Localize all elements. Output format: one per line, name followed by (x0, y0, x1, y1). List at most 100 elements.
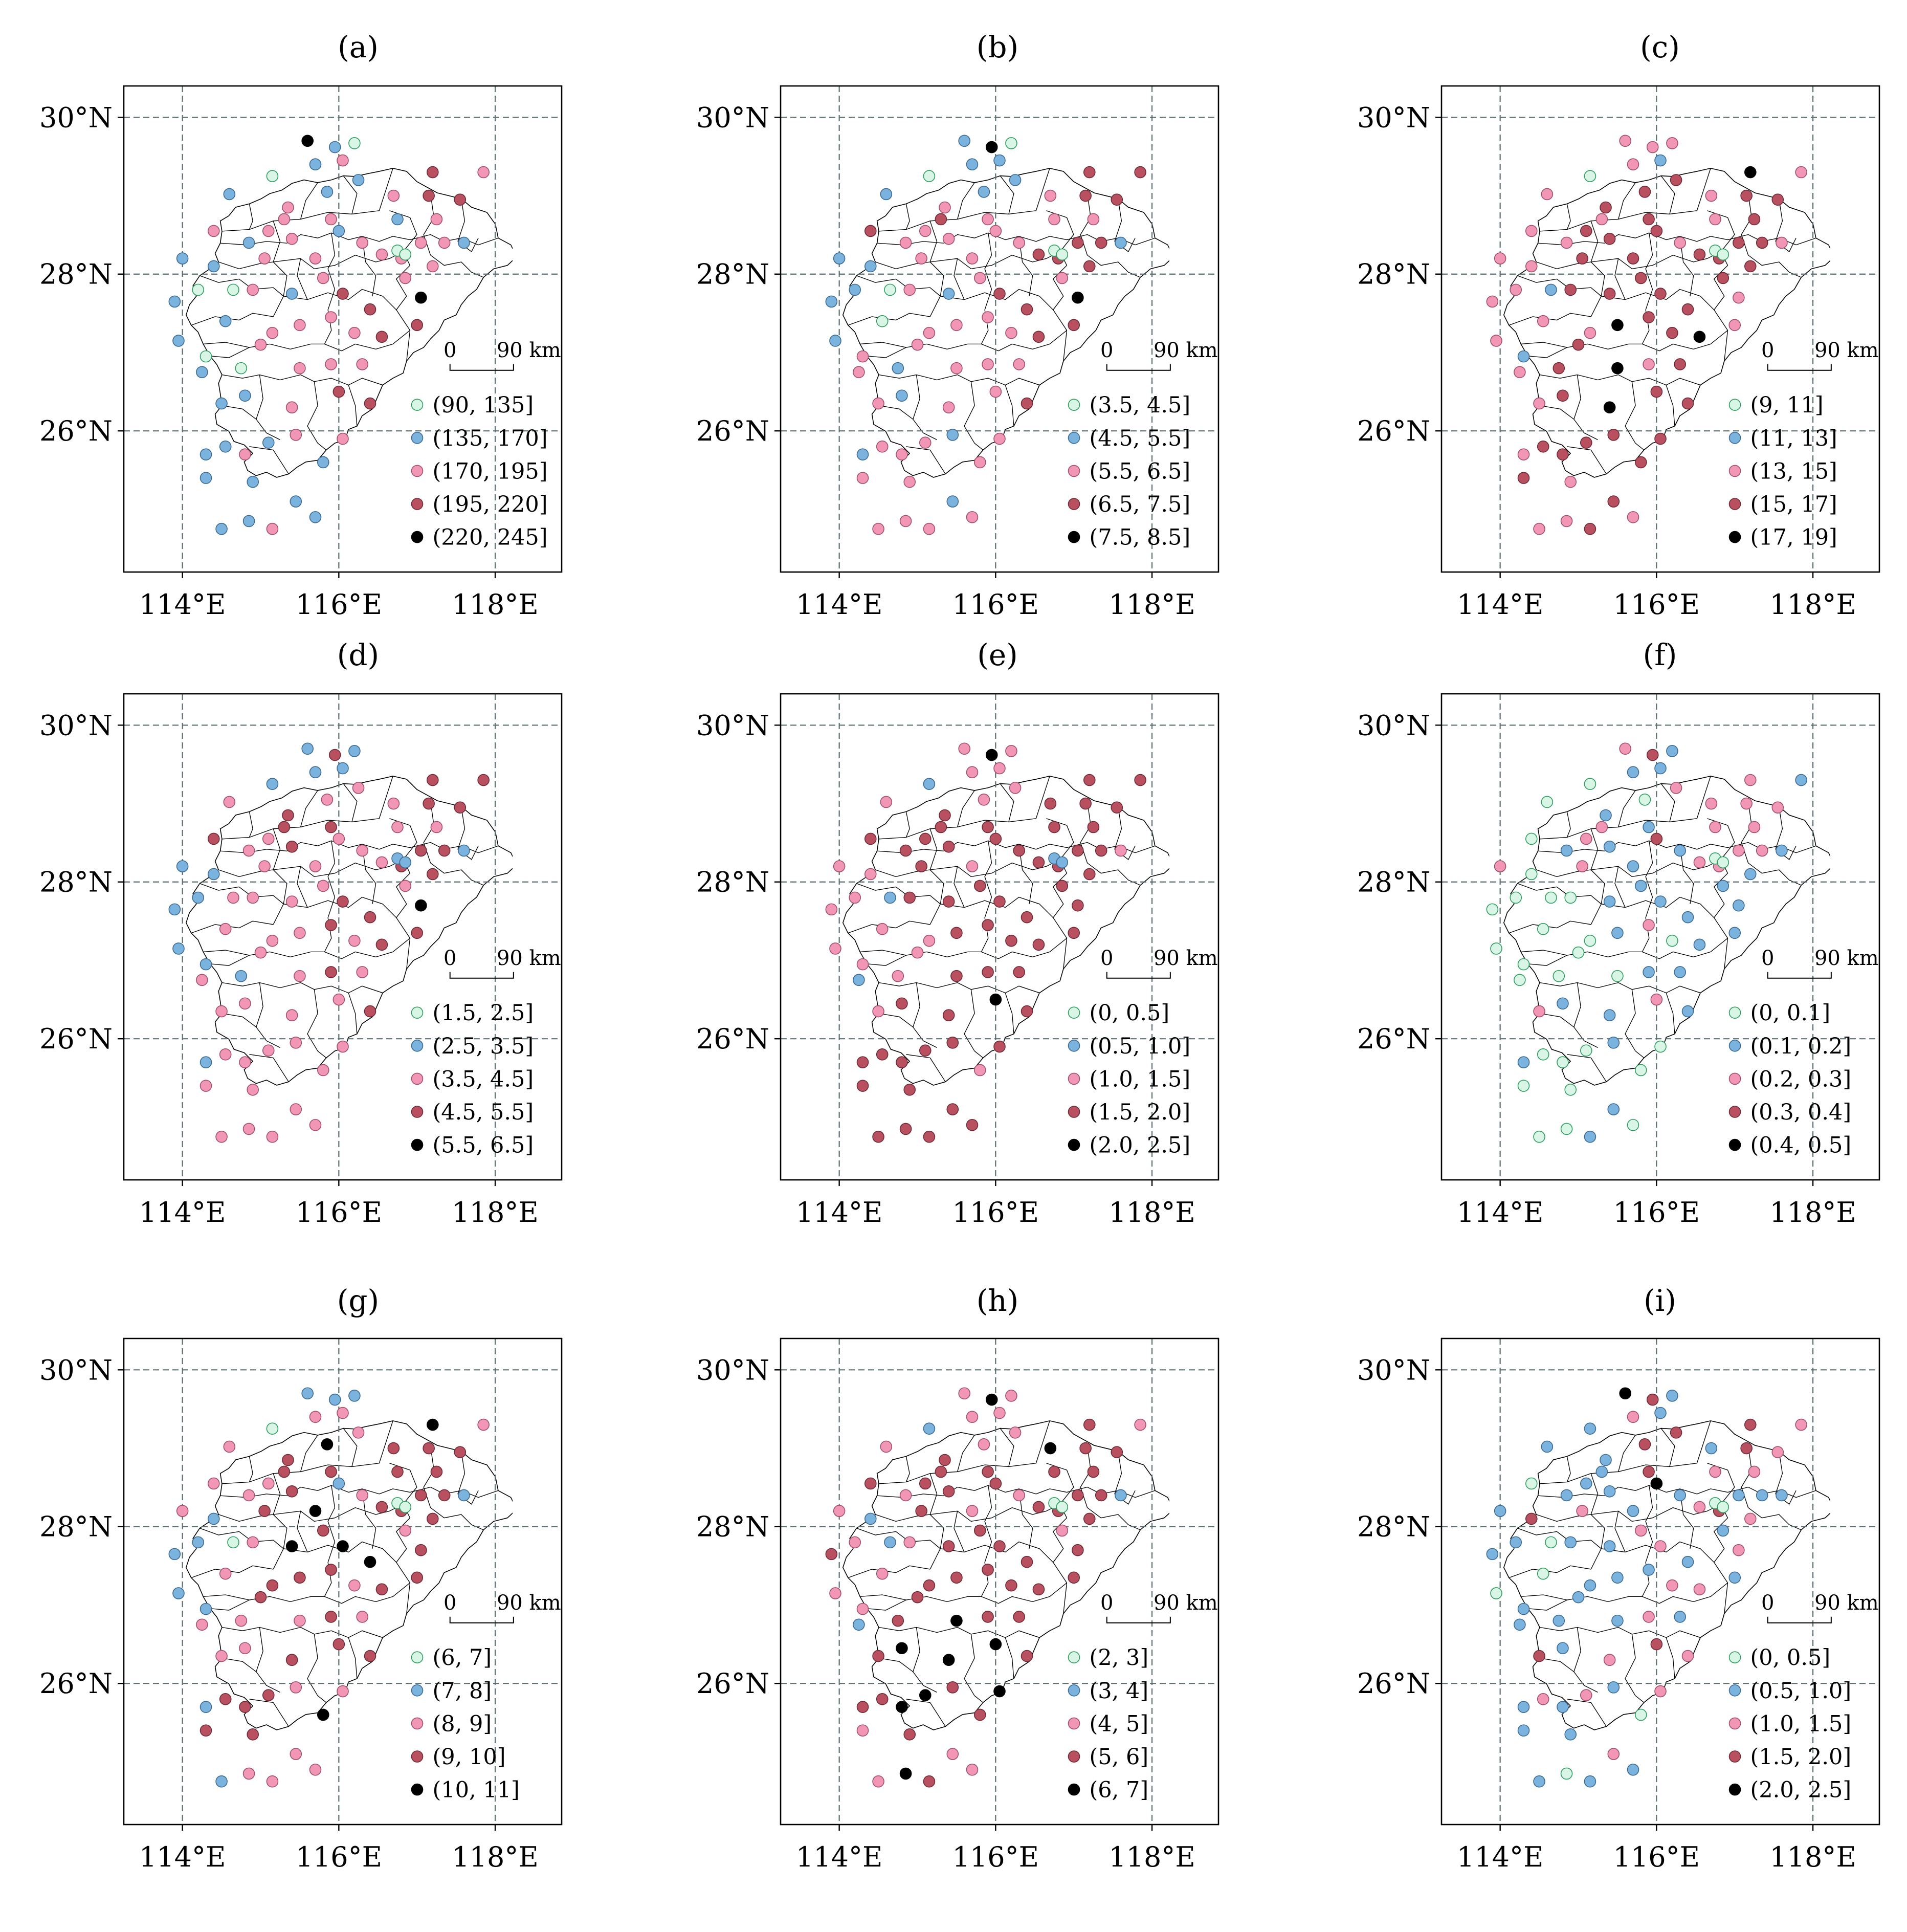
station-point (242, 1767, 255, 1780)
station-point (235, 362, 248, 375)
station-point (1681, 1005, 1694, 1018)
station-point (1627, 1763, 1639, 1776)
station-point (1611, 362, 1624, 375)
station-point (352, 782, 365, 794)
station-point (1643, 1465, 1655, 1478)
station-point (242, 1123, 255, 1135)
station-point (896, 1642, 908, 1655)
station-point (1740, 797, 1753, 810)
station-point (328, 1393, 341, 1406)
station-point (1638, 186, 1651, 198)
station-point (1005, 1579, 1017, 1592)
y-tick-label: 30°N (696, 709, 769, 741)
station-point (1564, 1728, 1577, 1741)
station-point (1111, 1446, 1123, 1458)
scale-bar-length-label: 90 km (497, 1591, 561, 1615)
station-point (1079, 1442, 1092, 1455)
station-point (290, 1103, 302, 1115)
scale-bar-zero-label: 0 (1100, 947, 1113, 970)
station-point (1537, 923, 1549, 935)
station-point (262, 1689, 275, 1701)
station-point (923, 522, 936, 535)
station-point (332, 385, 345, 398)
station-point (1494, 252, 1506, 265)
scale-bar (449, 364, 514, 371)
station-point (973, 1064, 986, 1077)
station-point (899, 1123, 912, 1135)
scale-bar-zero-label: 0 (1100, 1591, 1113, 1615)
station-point (884, 891, 896, 904)
station-point (1654, 1407, 1667, 1419)
station-point (1111, 193, 1123, 206)
station-point (332, 1638, 345, 1651)
station-point (1643, 358, 1655, 370)
station-point (864, 868, 877, 881)
legend-label: (7.5, 8.5] (1090, 525, 1191, 551)
station-point (989, 832, 1002, 845)
station-point (1654, 432, 1667, 445)
station-point (856, 448, 869, 460)
y-tick-label: 28°N (696, 258, 769, 291)
station-point (919, 832, 932, 845)
station-point (1634, 272, 1647, 284)
station-point (825, 295, 838, 308)
station-point (876, 1693, 889, 1705)
station-point (1627, 766, 1639, 779)
station-point (993, 895, 1006, 908)
scale-bar-zero-label: 0 (1761, 1591, 1774, 1615)
station-point (1021, 397, 1033, 410)
station-point (1607, 495, 1620, 508)
y-tick-label: 26°N (696, 1023, 769, 1055)
station-point (982, 919, 994, 931)
station-point (1514, 1618, 1526, 1631)
legend-label: (0.5, 1.0] (1090, 1034, 1191, 1059)
station-point (325, 1564, 337, 1576)
scale-bar-length-label: 90 km (497, 947, 561, 970)
station-point (1744, 868, 1757, 881)
station-point (1654, 1685, 1667, 1698)
station-point (1650, 1477, 1663, 1490)
station-point (899, 515, 912, 528)
station-point (1517, 472, 1530, 484)
station-point (1595, 821, 1608, 833)
station-point (1611, 1614, 1624, 1627)
station-point (1494, 1505, 1506, 1517)
station-point (1068, 319, 1080, 332)
legend-label: (3, 4] (1090, 1678, 1149, 1704)
station-point (477, 1418, 490, 1431)
station-point (239, 448, 251, 460)
station-point (199, 350, 212, 363)
station-point (1111, 801, 1123, 814)
station-point (325, 311, 337, 323)
legend-marker (411, 1684, 424, 1697)
station-point (282, 1454, 294, 1466)
station-point (1717, 248, 1729, 261)
station-point (1490, 335, 1502, 347)
station-point (199, 448, 212, 460)
y-tick-label: 30°N (39, 101, 113, 134)
legend-marker (1068, 498, 1080, 510)
station-point (1048, 821, 1060, 833)
legend-label: (1.0, 1.5] (1750, 1711, 1852, 1737)
station-point (864, 1477, 877, 1490)
station-point (294, 970, 306, 982)
station-point (853, 974, 865, 986)
station-point (973, 880, 986, 892)
station-point (375, 331, 388, 343)
station-point (864, 260, 877, 273)
station-point (1603, 232, 1616, 245)
station-point (426, 774, 439, 786)
station-point (1634, 456, 1647, 469)
station-point (356, 236, 369, 249)
station-point (364, 397, 376, 410)
station-point (1643, 1611, 1655, 1623)
station-point (199, 1701, 212, 1713)
station-point (309, 1505, 322, 1517)
station-point (1005, 745, 1017, 757)
x-tick-label: 118°E (1108, 1196, 1195, 1228)
y-tick-label: 30°N (1357, 709, 1430, 741)
station-point (966, 1505, 979, 1517)
station-point (950, 970, 963, 982)
station-point (219, 1693, 232, 1705)
station-point (242, 1489, 255, 1502)
